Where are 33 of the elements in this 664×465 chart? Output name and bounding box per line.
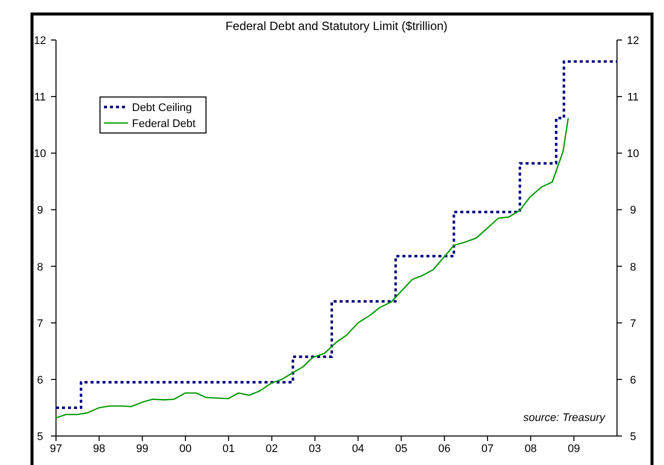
x-tick-label: 02 [266,443,278,455]
x-tick-label: 01 [222,443,235,455]
legend-label: Debt Ceiling [132,102,192,114]
annotation: source: Treasury [523,412,606,424]
x-tick-label: 97 [50,443,62,455]
chart-title: Federal Debt and Statutory Limit ($trillion) [225,19,448,33]
y-tick-label: 8 [36,261,44,274]
x-tick-label: 07 [481,443,494,455]
y2-tick-label: 6 [630,374,636,386]
x-tick-label: 06 [438,443,451,455]
y2-tick-label: 5 [630,431,636,443]
y2-tick-label: 11 [627,92,639,104]
y2-tick-label: 7 [630,318,636,330]
y-tick-label: 6 [36,374,44,386]
y2-tick-label: 9 [630,204,636,217]
x-tick-label: 05 [395,443,408,455]
y2-tick-label: 8 [630,261,636,274]
legend-label: Federal Debt [132,118,196,130]
y-tick-label: 12 [34,35,46,47]
y-tick-label: 7 [36,318,44,330]
y-tick-label: 10 [34,148,46,160]
y-tick-label: 11 [34,92,46,104]
x-tick-label: 08 [524,443,537,455]
y-tick-label: 9 [36,204,44,217]
y2-tick-label: 12 [626,35,640,47]
x-tick-label: 09 [568,443,580,455]
y2-tick-label: 10 [626,148,640,160]
x-tick-label: 00 [179,443,192,455]
y-tick-label: 5 [36,431,44,443]
x-tick-label: 99 [136,443,148,455]
x-tick-label: 98 [93,443,106,455]
x-tick-label: 03 [308,443,322,455]
x-tick-label: 04 [352,443,364,455]
